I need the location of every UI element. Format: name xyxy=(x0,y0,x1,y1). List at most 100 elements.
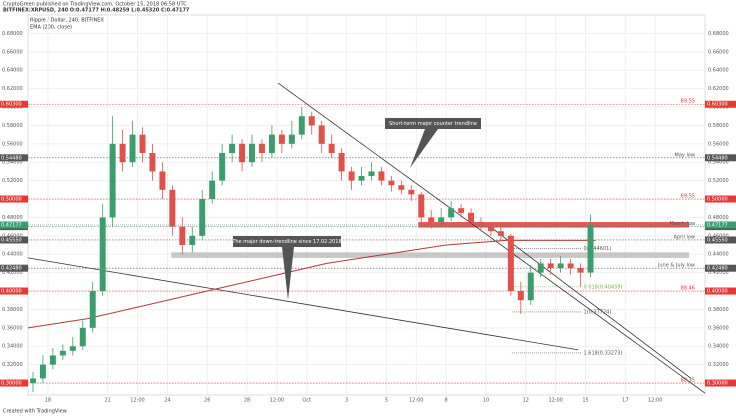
y-tick-label: 0.52000 xyxy=(2,178,23,184)
candle-body xyxy=(338,153,345,172)
y-tick-label: 0.68000 xyxy=(708,31,729,37)
candle-body xyxy=(448,208,455,218)
level-label: 69.55 xyxy=(681,194,695,200)
candle-body xyxy=(318,125,325,144)
x-tick-label: 28 xyxy=(244,398,250,404)
candle-body xyxy=(89,291,96,328)
candle-body xyxy=(368,171,375,177)
y-tick-label: 0.56000 xyxy=(708,141,729,147)
trendline xyxy=(27,257,579,351)
price-tag-label: 0.40000 xyxy=(707,289,728,295)
candle-body xyxy=(517,291,524,301)
fib-label: 0.618(0.40459) xyxy=(584,284,623,290)
candle-body xyxy=(487,226,494,232)
callout-box xyxy=(233,236,341,247)
x-tick-label: 12:00 xyxy=(648,398,662,404)
candle-body xyxy=(109,143,116,218)
candle-body xyxy=(567,263,574,269)
x-tick-label: 12:00 xyxy=(270,398,284,404)
candle-body xyxy=(478,222,484,227)
y-tick-label: 0.34000 xyxy=(708,344,729,350)
price-tag xyxy=(0,221,28,229)
y-tick-label: 0.52000 xyxy=(708,178,729,184)
y-tick-label: 0.64000 xyxy=(708,68,729,74)
y-tick-label: 0.36000 xyxy=(2,325,23,331)
y-tick-label: 0.36000 xyxy=(708,325,729,331)
y-tick-label: 0.66000 xyxy=(708,49,729,55)
y-tick-label: 0.68000 xyxy=(2,31,23,37)
y-tick-label: 0.56000 xyxy=(2,141,23,147)
price-tag-label: 0.47177 xyxy=(1,222,22,228)
candle-body xyxy=(139,134,146,154)
price-tag-label: 0.40000 xyxy=(1,289,22,295)
x-tick-label: 21 xyxy=(104,398,110,404)
candle-body xyxy=(537,263,544,273)
candle-body xyxy=(587,224,594,273)
candle-body xyxy=(268,134,275,154)
level-label: 89.55 xyxy=(681,99,695,105)
y-tick-label: 0.38000 xyxy=(708,307,729,313)
ema-line xyxy=(27,239,596,329)
x-tick-label: 26 xyxy=(204,398,210,404)
symbol-line: BITFINEX:XRPUSD, 240 O:0.47177 H:0.48259… xyxy=(3,8,190,14)
candle-body xyxy=(39,364,46,379)
y-tick-label: 0.48000 xyxy=(708,215,729,221)
y-tick-label: 0.34000 xyxy=(2,344,23,350)
y-tick-label: 0.44000 xyxy=(2,252,23,258)
price-tag-label: 0.50000 xyxy=(707,197,728,203)
trendline xyxy=(489,226,692,379)
candle-body xyxy=(358,176,365,181)
x-tick-label: 3 xyxy=(345,398,348,404)
price-tag xyxy=(0,264,28,272)
price-tag xyxy=(0,287,28,295)
price-tag-label: 0.42480 xyxy=(707,266,728,272)
price-tag xyxy=(705,236,736,244)
price-tag-label: 0.45550 xyxy=(1,237,22,243)
y-tick-label: 0.48000 xyxy=(2,215,23,221)
candle-body xyxy=(119,143,126,163)
price-tag xyxy=(705,379,736,387)
price-tag-label: 0.60300 xyxy=(707,102,728,108)
candle-body xyxy=(557,263,564,269)
x-tick-label: 12 xyxy=(523,398,529,404)
price-tag-label: 0.42480 xyxy=(1,266,22,272)
fib-label: 1(0.37724) xyxy=(584,309,612,315)
candle-body xyxy=(328,143,335,154)
level-label: 88.46 xyxy=(681,286,695,292)
price-tag xyxy=(0,195,28,203)
price-tag-label: 0.54480 xyxy=(1,155,22,161)
candle-body xyxy=(577,268,584,273)
price-tag-label: 0.30000 xyxy=(1,381,22,387)
y-tick-label: 0.54000 xyxy=(2,160,23,166)
y-tick-label: 0.62000 xyxy=(2,86,23,92)
trendline xyxy=(277,82,706,394)
y-tick-label: 0.46000 xyxy=(708,233,729,239)
price-tag xyxy=(705,221,736,229)
price-tag-label: 0.54480 xyxy=(707,155,728,161)
y-tick-label: 0.64000 xyxy=(2,68,23,74)
annotation: Short-term major counter trendline xyxy=(389,121,477,127)
level-label: June & July low xyxy=(657,263,695,269)
callout-short-term: Short-term major counter trendline xyxy=(385,118,481,168)
price-tag-label: 0.47177 xyxy=(707,222,728,228)
x-tick-label: Oct xyxy=(302,398,311,404)
x-tick-label: 24 xyxy=(164,398,170,404)
header: CryptoGreen published on TradingView.com… xyxy=(3,2,187,8)
y-tick-label: 0.58000 xyxy=(708,123,729,129)
price-tag xyxy=(705,154,736,162)
candle-body xyxy=(229,143,236,154)
candle-body xyxy=(199,199,206,236)
candle-body xyxy=(249,143,255,163)
candle-body xyxy=(29,378,36,384)
candle-body xyxy=(527,272,534,301)
price-tag xyxy=(0,100,28,108)
candle-body xyxy=(159,171,166,190)
y-tick-label: 0.54000 xyxy=(708,160,729,166)
chart-title: Ripple / Dollar, 240, BITFINEX xyxy=(30,18,104,24)
y-tick-label: 0.32000 xyxy=(2,362,23,368)
candle-body xyxy=(378,171,385,181)
candle-body xyxy=(408,189,415,195)
y-tick-label: 0.42000 xyxy=(2,270,23,276)
